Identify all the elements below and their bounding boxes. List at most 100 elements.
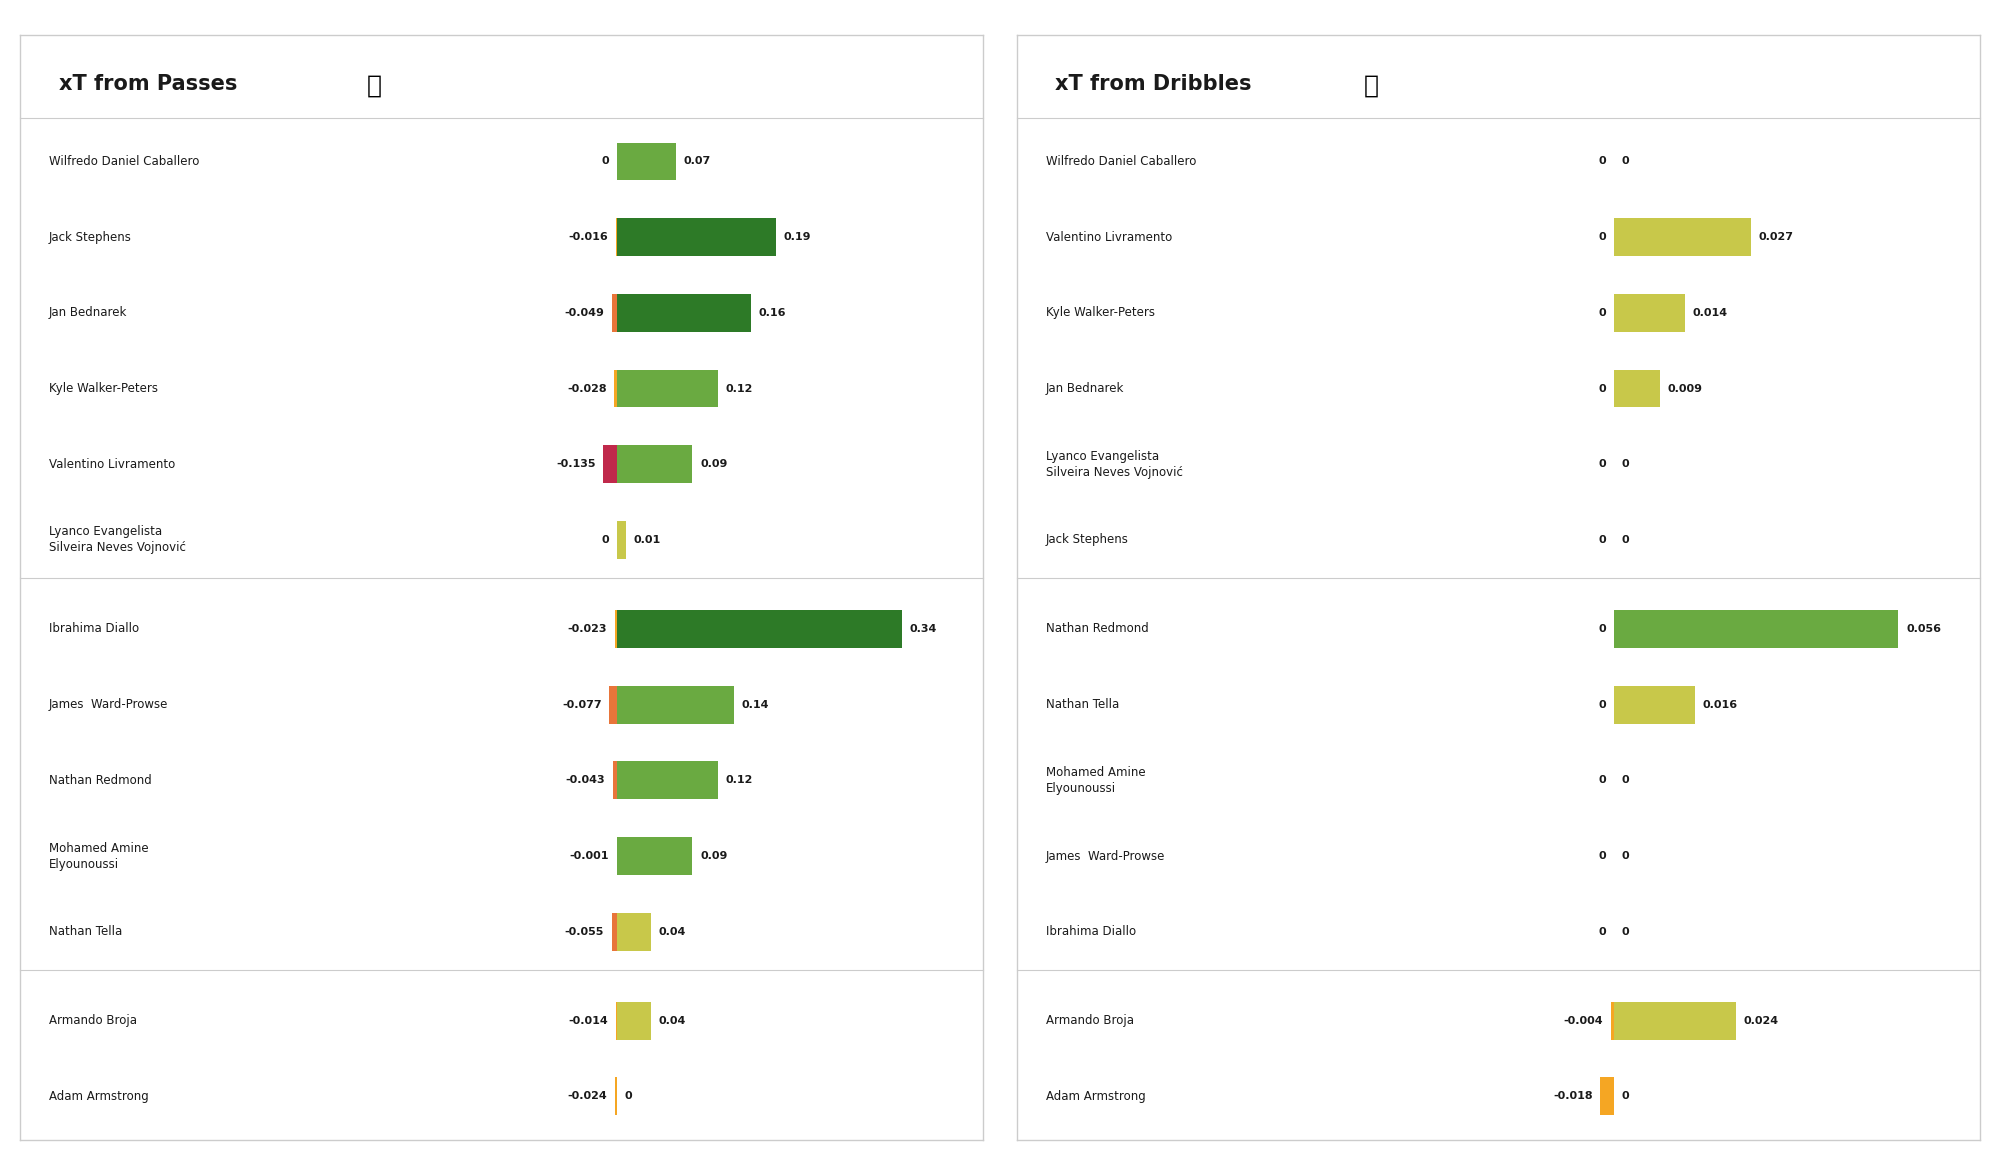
Bar [618,219,776,256]
Text: 0.016: 0.016 [1702,699,1738,710]
Bar [618,686,734,724]
Text: Adam Armstrong: Adam Armstrong [48,1090,148,1103]
Bar [1614,370,1660,408]
Bar [1614,294,1686,331]
Text: -0.049: -0.049 [564,308,604,318]
Text: Armando Broja: Armando Broja [1046,1014,1134,1027]
Text: James  Ward-Prowse: James Ward-Prowse [1046,850,1166,862]
Text: Jan Bednarek: Jan Bednarek [48,307,128,320]
Text: ⚽: ⚽ [1364,74,1378,98]
Text: -0.016: -0.016 [568,233,608,242]
Bar [618,370,718,408]
Text: Jack Stephens: Jack Stephens [1046,533,1128,546]
Bar [618,142,676,181]
Bar [1614,219,1752,256]
Text: Mohamed Amine
Elyounoussi: Mohamed Amine Elyounoussi [1046,766,1146,794]
Text: 0: 0 [1598,156,1606,167]
Text: -0.055: -0.055 [564,927,604,936]
Bar [618,294,750,331]
Bar [610,686,618,724]
Text: James  Ward-Prowse: James Ward-Prowse [48,698,168,711]
Text: 0: 0 [1622,927,1630,936]
Bar [614,610,618,647]
Bar [612,294,618,331]
Text: -0.135: -0.135 [556,459,596,469]
Bar [618,837,692,875]
Text: 0: 0 [1598,927,1606,936]
Text: 0: 0 [1598,383,1606,394]
Text: Nathan Redmond: Nathan Redmond [48,774,152,787]
Text: 0.04: 0.04 [658,1015,686,1026]
Text: 0: 0 [1598,459,1606,469]
Bar [618,521,626,559]
Text: 0.12: 0.12 [726,383,752,394]
Text: 0.07: 0.07 [684,156,710,167]
Text: Armando Broja: Armando Broja [48,1014,136,1027]
Text: Lyanco Evangelista
Silveira Neves Vojnović: Lyanco Evangelista Silveira Neves Vojnov… [1046,450,1182,478]
Text: Ibrahima Diallo: Ibrahima Diallo [48,623,140,636]
Text: Adam Armstrong: Adam Armstrong [1046,1090,1146,1103]
Bar [1614,686,1696,724]
Text: Jan Bednarek: Jan Bednarek [1046,382,1124,395]
Bar [612,913,618,951]
Text: 0: 0 [1622,776,1630,785]
Text: Lyanco Evangelista
Silveira Neves Vojnović: Lyanco Evangelista Silveira Neves Vojnov… [48,525,186,555]
Text: 0.09: 0.09 [700,459,728,469]
Bar [1614,1002,1736,1040]
Text: -0.043: -0.043 [566,776,606,785]
Text: 0: 0 [1622,851,1630,861]
Text: Ibrahima Diallo: Ibrahima Diallo [1046,925,1136,938]
Text: Valentino Livramento: Valentino Livramento [48,458,176,471]
Text: 0.04: 0.04 [658,927,686,936]
Text: 0.09: 0.09 [700,851,728,861]
Text: -0.028: -0.028 [566,383,606,394]
Text: Nathan Tella: Nathan Tella [1046,698,1118,711]
Text: Jack Stephens: Jack Stephens [48,230,132,243]
Text: 0: 0 [602,156,610,167]
Text: -0.023: -0.023 [568,624,608,635]
Text: Nathan Redmond: Nathan Redmond [1046,623,1148,636]
Bar [1600,1077,1614,1115]
Text: -0.077: -0.077 [562,699,602,710]
Text: 0.027: 0.027 [1758,233,1794,242]
Bar [614,1077,618,1115]
Bar [614,370,618,408]
Text: -0.018: -0.018 [1552,1092,1592,1101]
Bar [618,1002,650,1040]
Text: 0: 0 [1622,1092,1630,1101]
Text: 0: 0 [1622,535,1630,545]
Text: Valentino Livramento: Valentino Livramento [1046,230,1172,243]
Text: 0: 0 [1622,156,1630,167]
Text: 0: 0 [602,535,610,545]
Text: 0.024: 0.024 [1744,1015,1778,1026]
Text: 0: 0 [1598,624,1606,635]
Text: 0: 0 [1598,699,1606,710]
Text: -0.014: -0.014 [568,1015,608,1026]
Text: Nathan Tella: Nathan Tella [48,925,122,938]
Bar [618,445,692,483]
Text: Mohamed Amine
Elyounoussi: Mohamed Amine Elyounoussi [48,841,148,871]
Text: 0.12: 0.12 [726,776,752,785]
Text: Kyle Walker-Peters: Kyle Walker-Peters [48,382,158,395]
Text: 0: 0 [624,1092,632,1101]
Bar [618,913,650,951]
Text: 0.01: 0.01 [634,535,660,545]
Text: 0.16: 0.16 [758,308,786,318]
Text: 0: 0 [1622,459,1630,469]
Text: 0: 0 [1598,535,1606,545]
Text: xT from Dribbles: xT from Dribbles [1056,74,1252,94]
Text: 0.014: 0.014 [1692,308,1728,318]
Bar [604,445,618,483]
Text: ⚽: ⚽ [366,74,382,98]
Text: -0.024: -0.024 [568,1092,606,1101]
Text: -0.001: -0.001 [570,851,610,861]
Bar [1614,610,1898,647]
Text: 0: 0 [1598,851,1606,861]
Text: Wilfredo Daniel Caballero: Wilfredo Daniel Caballero [1046,155,1196,168]
Text: 0: 0 [1598,776,1606,785]
Text: 0.19: 0.19 [784,233,812,242]
Bar [618,610,902,647]
Text: 0.009: 0.009 [1668,383,1702,394]
Text: -0.004: -0.004 [1564,1015,1604,1026]
Text: 0: 0 [1598,233,1606,242]
